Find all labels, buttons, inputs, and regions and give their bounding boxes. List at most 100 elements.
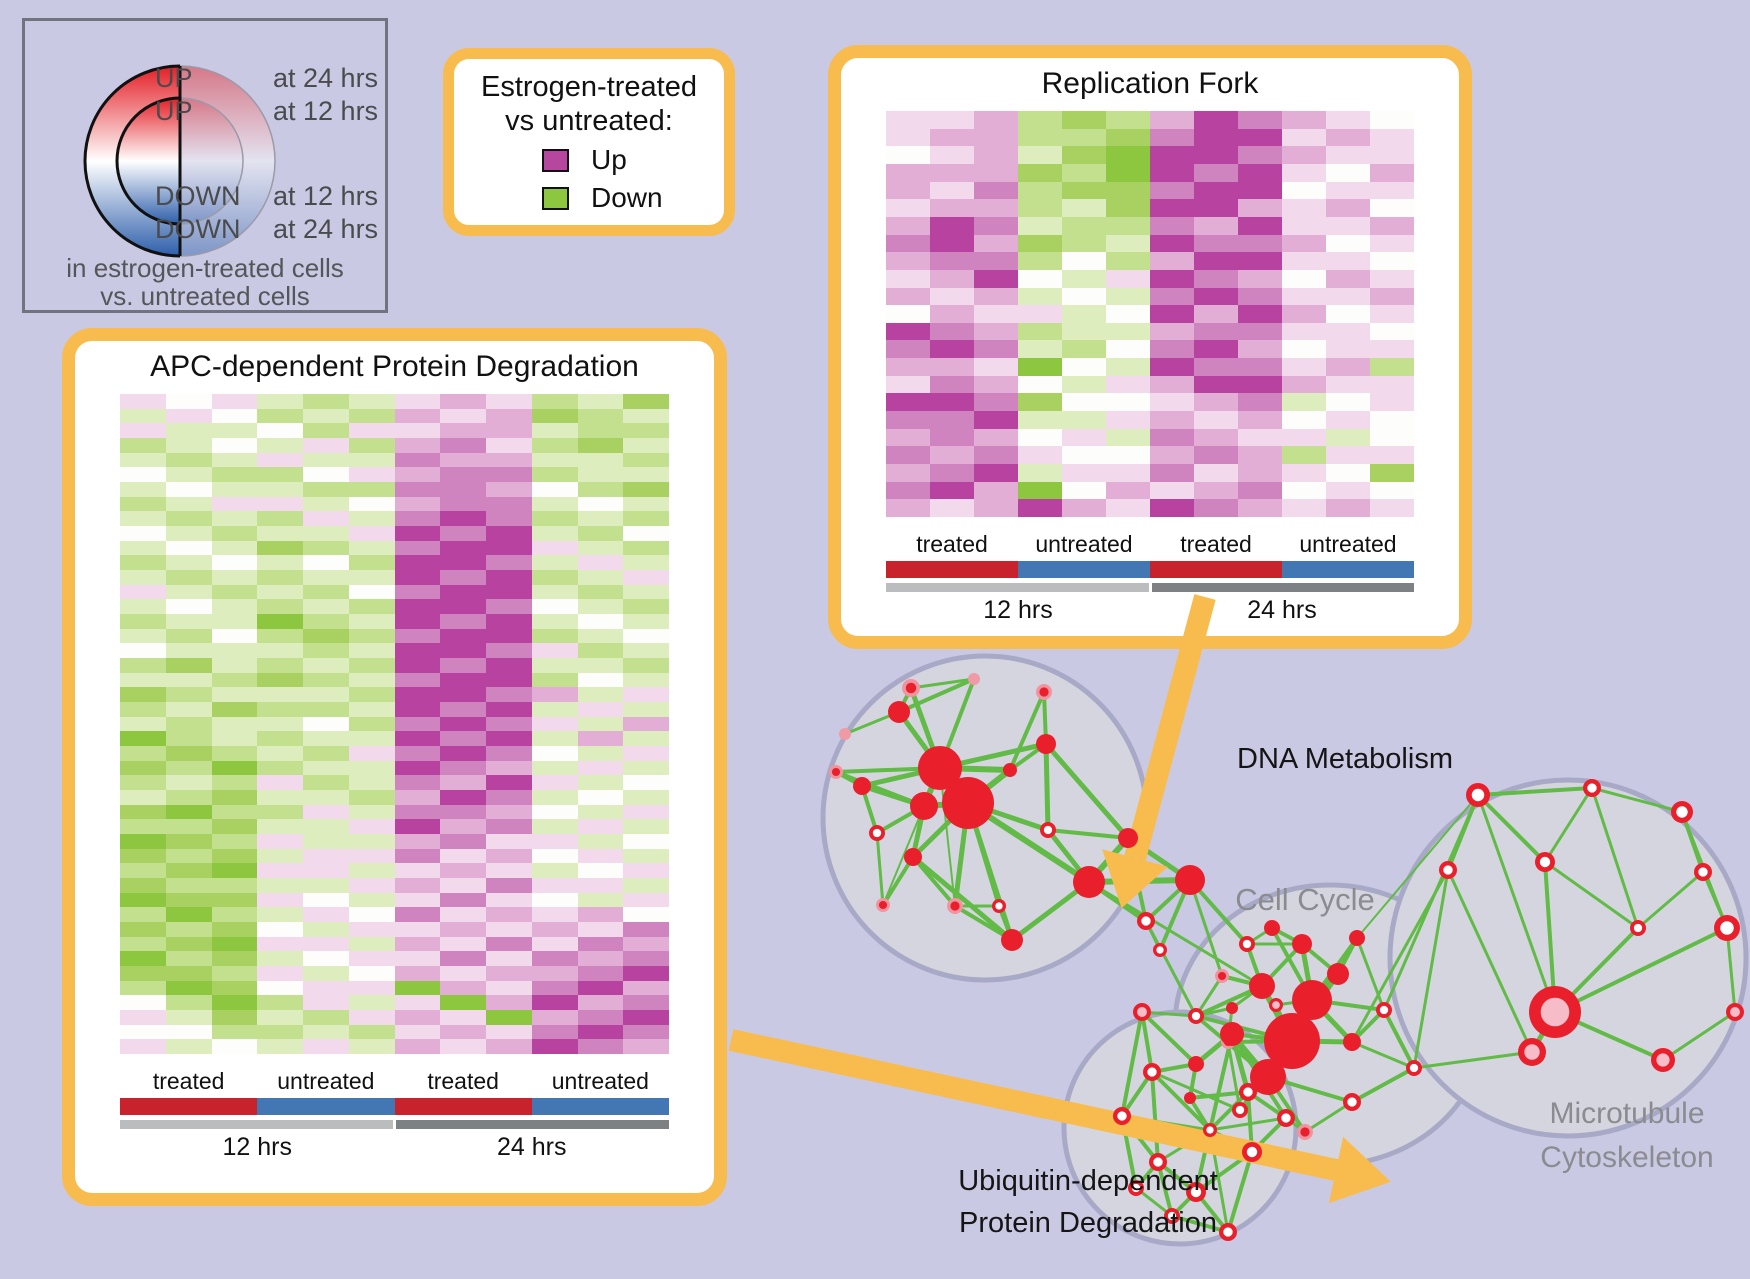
heatmap-cell (348, 496, 395, 512)
heatmap-cell (531, 584, 578, 600)
heatmap-cell (120, 511, 166, 526)
heatmap-cell (577, 819, 624, 834)
heatmap-cell (486, 760, 532, 776)
heatmap-cell (440, 394, 486, 409)
gene-node-white-core (1698, 867, 1708, 877)
heatmap-cell (930, 358, 974, 376)
heatmap-cell (211, 570, 258, 585)
heatmap-cell (303, 423, 349, 438)
heatmap-cell (1370, 464, 1414, 482)
heatmap-cell (348, 819, 395, 834)
heatmap-cell (303, 452, 349, 468)
heatmap-cell (303, 540, 349, 556)
network-edge (1246, 1090, 1288, 1120)
heatmap-cell (577, 628, 624, 644)
heatmap-cell (348, 922, 395, 937)
cluster-circle-cell-cycle (1172, 882, 1488, 1168)
heatmap-cell (1282, 322, 1326, 341)
heatmap-cell (1194, 181, 1238, 200)
heatmap-cell (165, 658, 212, 673)
network-edge (1591, 786, 1683, 814)
heatmap-cell (440, 526, 486, 541)
heatmap-cell (348, 995, 395, 1010)
network-edge (1229, 1033, 1251, 1093)
heatmap-cell (1018, 393, 1062, 412)
heatmap-cell (165, 1039, 212, 1054)
heatmap-cell (577, 922, 624, 937)
heatmap-cell (303, 584, 349, 600)
heatmap-cell (303, 775, 349, 790)
heatmap-cell (886, 481, 930, 500)
network-edge (921, 766, 943, 808)
network-edge (1150, 1071, 1160, 1163)
heatmap-cell (1238, 322, 1282, 341)
heatmap-cell (394, 731, 441, 746)
heatmap-cell (394, 1039, 441, 1054)
heatmap-cell (348, 394, 395, 409)
heatmap-cell (394, 804, 441, 820)
heatmap-cell (486, 423, 532, 438)
heatmap-cell (1062, 128, 1106, 147)
heatmap-cell (394, 819, 441, 834)
heatmap-cell (1194, 287, 1238, 306)
time-bar-segment-12hrs (120, 1120, 393, 1129)
heatmap-cell (1106, 234, 1150, 253)
heatmap-cell (394, 511, 441, 526)
heatmap-cell (120, 496, 166, 512)
gene-node-pink-ring (902, 679, 920, 697)
heatmap-cell (486, 790, 532, 805)
heatmap-cell (165, 467, 212, 482)
network-edge (997, 905, 1014, 941)
heatmap-cell (257, 643, 303, 658)
heatmap-cell (1018, 234, 1062, 253)
network-edge (1088, 877, 1191, 885)
heatmap-cell (394, 966, 441, 981)
heatmap-cell (348, 467, 395, 482)
network-edge (1289, 972, 1341, 1043)
heatmap-cell (394, 599, 441, 614)
heatmap-cell (120, 775, 166, 790)
heatmap-cell (930, 199, 974, 217)
heatmap-cell (348, 511, 395, 526)
heatmap-cell (577, 892, 624, 908)
network-edge (1209, 1128, 1253, 1154)
gene-node-solid (888, 701, 910, 723)
heatmap-cell (1194, 111, 1238, 129)
heatmap-cell (1194, 322, 1238, 341)
heatmap-cell (930, 128, 974, 147)
heatmap-cell (1062, 499, 1106, 517)
gene-node-red-core (1217, 971, 1227, 981)
heatmap-cell (531, 995, 578, 1010)
heatmap-cell (303, 628, 349, 644)
heatmap-cell (165, 746, 212, 761)
heatmap-cell (211, 775, 258, 790)
heatmap-cell (211, 614, 258, 629)
network-edge (1189, 1090, 1249, 1100)
network-edge (898, 677, 975, 714)
gene-node-ring (1651, 1048, 1675, 1072)
cluster-label-line: Cytoskeleton (1540, 1140, 1714, 1174)
heatmap-cell (440, 408, 486, 424)
network-edge (1230, 1032, 1270, 1079)
heatmap-cell (348, 570, 395, 585)
gene-node-ring (1242, 1142, 1262, 1162)
heatmap-cell (930, 216, 974, 235)
heatmap-cell (1018, 499, 1062, 517)
condition-label: treated (427, 1068, 499, 1094)
heatmap-cell (120, 819, 166, 834)
heatmap-cell (531, 702, 578, 717)
heatmap-cell (974, 111, 1018, 129)
network-edge (1543, 787, 1594, 863)
gene-node-solid (1220, 1022, 1244, 1046)
heatmap-cell (440, 482, 486, 497)
heatmap-cell (394, 452, 441, 468)
network-edge (1008, 691, 1046, 771)
gene-node-solid (1001, 929, 1023, 951)
heatmap-cell (120, 834, 166, 849)
heatmap-cell (1062, 252, 1106, 270)
heatmap-cell (1194, 340, 1238, 359)
heatmap-cell (886, 322, 930, 341)
heatmap-cell (303, 760, 349, 776)
heatmap-cell (531, 936, 578, 952)
heatmap-cell (120, 804, 166, 820)
